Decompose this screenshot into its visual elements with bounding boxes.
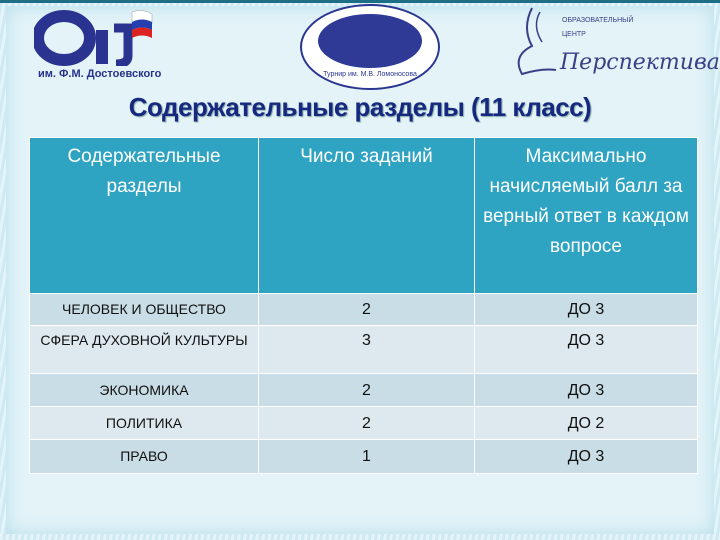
slide-title: Содержательные разделы (11 класс) (128, 92, 592, 122)
section-cell: СФЕРА ДУХОВНОЙ КУЛЬТУРЫ (29, 325, 259, 374)
omgu-emblem-icon (32, 10, 153, 69)
tournament-caption: Турнир им. М.В. Ломоносова (323, 71, 417, 78)
section-cell: ЧЕЛОВЕК И ОБЩЕСТВО (29, 293, 259, 326)
top-border (0, 0, 720, 3)
center-name: Перспектива (560, 50, 720, 75)
table-row: ПОЛИТИКА 2 ДО 2 (29, 406, 698, 440)
omgu-logo: им. Ф.М. Достоевского (32, 8, 184, 84)
max-score-cell: ДО 3 (474, 325, 698, 374)
max-score-cell: ДО 3 (474, 293, 698, 326)
lomonosov-tournament-logo: Турнир им. М.В. Ломоносова (300, 4, 440, 90)
tasks-cell: 3 (258, 325, 475, 374)
section-cell: ЭКОНОМИКА (29, 373, 259, 407)
header-task-count: Число заданий (258, 137, 475, 294)
max-score-cell: ДО 2 (474, 406, 698, 440)
tasks-cell: 2 (258, 406, 475, 440)
center-line2: центр (562, 31, 586, 38)
max-score-cell: ДО 3 (474, 439, 698, 474)
tasks-cell: 2 (258, 373, 475, 407)
section-cell: ПРАВО (29, 439, 259, 474)
table-row: СФЕРА ДУХОВНОЙ КУЛЬТУРЫ 3 ДО 3 (29, 325, 698, 374)
header-max-score: Максимально начисляемый балл за верный о… (474, 137, 698, 294)
center-line1: Образовательный (562, 17, 634, 24)
section-cell: ПОЛИТИКА (29, 406, 259, 440)
max-score-cell: ДО 3 (474, 373, 698, 407)
portrait-oval: Турнир им. М.В. Ломоносова (300, 4, 440, 90)
omgu-caption: им. Ф.М. Достоевского (38, 68, 162, 80)
table-row: ЭКОНОМИКА 2 ДО 3 (29, 373, 698, 407)
table-row: ПРАВО 1 ДО 3 (29, 439, 698, 474)
tasks-cell: 1 (258, 439, 475, 474)
table-row: ЧЕЛОВЕК И ОБЩЕСТВО 2 ДО 3 (29, 293, 698, 326)
book-feather-icon (517, 7, 557, 76)
table-header-row: Содержательные разделы Число заданий Мак… (29, 137, 698, 294)
header-sections: Содержательные разделы (29, 137, 259, 294)
sections-table: Содержательные разделы Число заданий Мак… (29, 137, 698, 474)
perspektiva-logo: Образовательный центр Перспектива (510, 6, 720, 86)
portrait-icon (318, 14, 422, 68)
tasks-cell: 2 (258, 293, 475, 326)
